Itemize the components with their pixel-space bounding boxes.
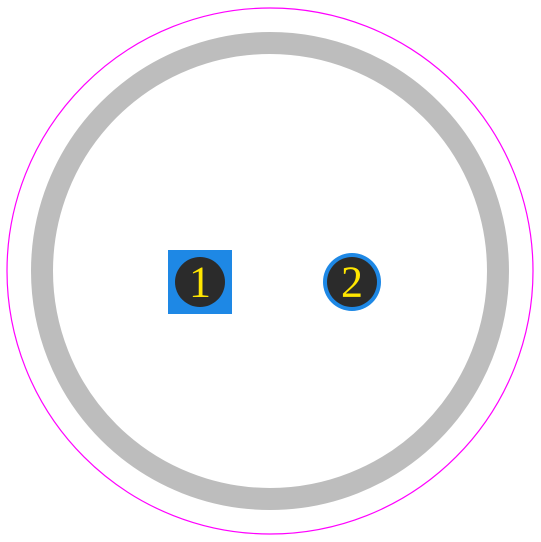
pad-1: 1: [168, 250, 232, 314]
pad-1-label: 1: [189, 258, 211, 307]
pad-2-label: 2: [341, 258, 363, 307]
pad-2: 2: [323, 253, 381, 311]
diagram-background: [0, 0, 541, 542]
pcb-footprint-diagram: 12: [0, 0, 541, 542]
footprint-svg: 12: [0, 0, 541, 542]
